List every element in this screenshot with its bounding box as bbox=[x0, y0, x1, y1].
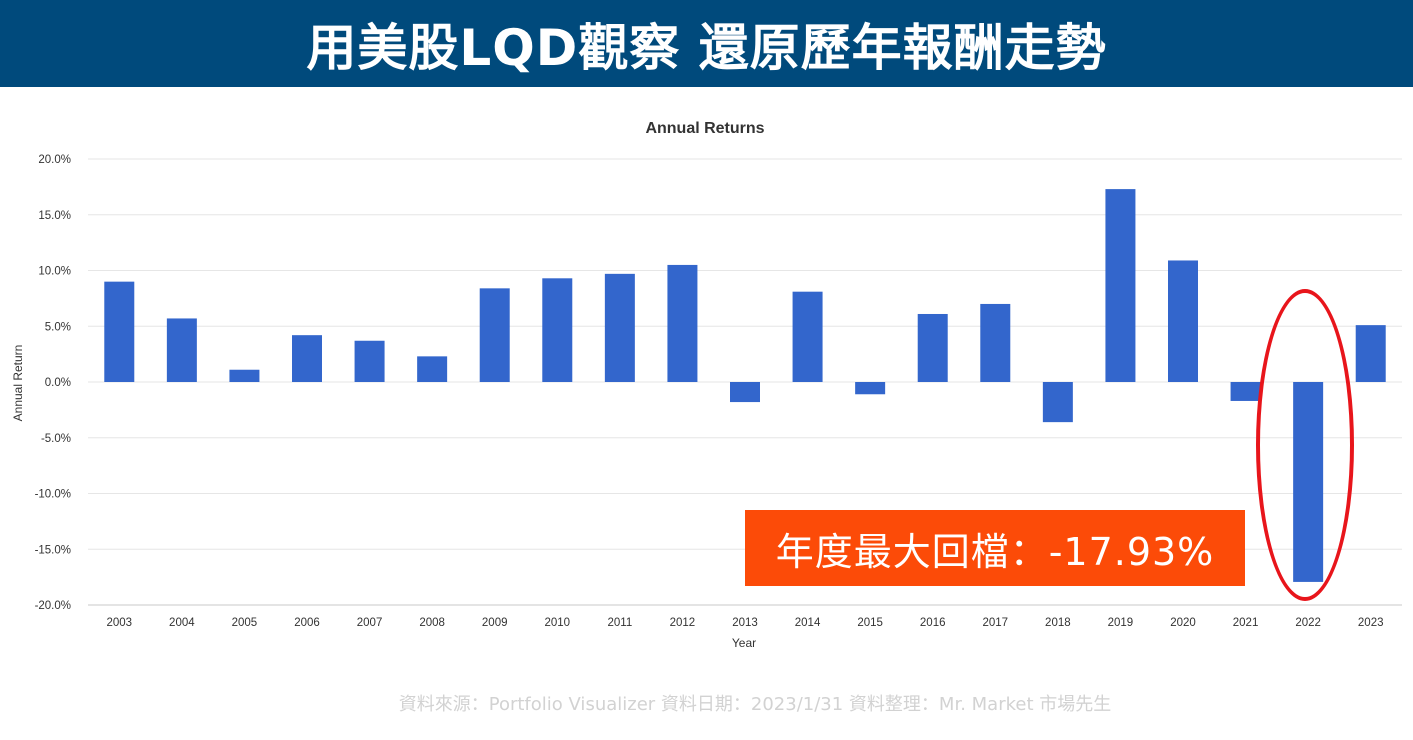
source-note: 資料來源：Portfolio Visualizer 資料日期：2023/1/31… bbox=[398, 694, 1112, 715]
y-tick-label: -5.0% bbox=[41, 433, 71, 445]
x-tick-label-2011: 2011 bbox=[607, 617, 632, 629]
y-axis-ticks: 20.0% 15.0% 10.0% 5.0% 0.0% -5.0% -10.0% -15.0%… bbox=[35, 154, 71, 612]
x-tick-label-2021: 2021 bbox=[1233, 617, 1259, 629]
bar-2016 bbox=[917, 313, 948, 382]
bar-2021 bbox=[1230, 382, 1261, 401]
x-tick-label-2010: 2010 bbox=[544, 617, 570, 629]
x-axis-title: Year bbox=[732, 636, 756, 650]
x-tick-label-2004: 2004 bbox=[169, 617, 195, 629]
bar-2013 bbox=[730, 382, 760, 403]
bar-2007 bbox=[354, 340, 385, 382]
bar-2006 bbox=[292, 335, 322, 382]
bar-2003 bbox=[104, 281, 135, 382]
max-drawdown-callout: 年度最大回檔：-17.93% bbox=[745, 510, 1245, 586]
y-axis-title: Annual Return bbox=[11, 345, 25, 422]
x-tick-label-2005: 2005 bbox=[232, 617, 258, 629]
bar-2014 bbox=[792, 291, 823, 382]
x-tick-label-2020: 2020 bbox=[1170, 617, 1196, 629]
x-tick-label-2022: 2022 bbox=[1295, 617, 1321, 629]
x-tick-label-2006: 2006 bbox=[294, 617, 320, 629]
bar-2019 bbox=[1105, 189, 1136, 382]
y-tick-label: 10.0% bbox=[38, 266, 71, 278]
bar-2005 bbox=[229, 369, 260, 382]
y-tick-label: 5.0% bbox=[45, 321, 71, 333]
y-tick-label: 0.0% bbox=[45, 377, 71, 389]
bar-2011 bbox=[604, 273, 635, 382]
x-tick-label-2014: 2014 bbox=[795, 617, 821, 629]
y-tick-label: 15.0% bbox=[38, 210, 71, 222]
bar-2023 bbox=[1355, 325, 1386, 382]
x-tick-label-2019: 2019 bbox=[1108, 617, 1134, 629]
x-tick-label-2016: 2016 bbox=[920, 617, 946, 629]
x-tick-label-2012: 2012 bbox=[670, 617, 696, 629]
bar-2022 bbox=[1293, 382, 1324, 582]
y-tick-label: -20.0% bbox=[35, 600, 71, 612]
bar-2018 bbox=[1042, 382, 1073, 423]
bar-2009 bbox=[479, 288, 510, 382]
bar-2004 bbox=[166, 318, 197, 382]
y-tick-label: -10.0% bbox=[35, 489, 71, 501]
bar-2008 bbox=[417, 356, 448, 382]
x-tick-label-2003: 2003 bbox=[106, 617, 132, 629]
bar-2010 bbox=[542, 278, 573, 382]
bar-2017 bbox=[980, 303, 1011, 382]
x-axis-ticks: 2003 2004 2005 2006 2007 2008 2009 2010 2011 2012… bbox=[106, 617, 1383, 629]
y-tick-label: 20.0% bbox=[38, 154, 71, 166]
bar-2015 bbox=[855, 382, 886, 395]
banner-title: 用美股LQD觀察 還原歷年報酬走勢 bbox=[0, 0, 1413, 87]
annual-returns-chart: Annual Returns 20.0% 15.0% 10.0% 5.0% 0.0% -5… bbox=[11, 120, 1402, 650]
chart-title: Annual Returns bbox=[645, 120, 764, 137]
x-tick-label-2009: 2009 bbox=[482, 617, 508, 629]
bar-2020 bbox=[1168, 260, 1198, 382]
bars bbox=[104, 189, 1386, 582]
x-tick-label-2007: 2007 bbox=[357, 617, 383, 629]
x-tick-label-2018: 2018 bbox=[1045, 617, 1071, 629]
bar-2012 bbox=[667, 264, 698, 382]
x-tick-label-2013: 2013 bbox=[732, 617, 758, 629]
y-tick-label: -15.0% bbox=[35, 544, 71, 556]
x-tick-label-2008: 2008 bbox=[419, 617, 445, 629]
x-tick-label-2017: 2017 bbox=[982, 617, 1008, 629]
x-tick-label-2015: 2015 bbox=[857, 617, 883, 629]
x-tick-label-2023: 2023 bbox=[1358, 617, 1384, 629]
